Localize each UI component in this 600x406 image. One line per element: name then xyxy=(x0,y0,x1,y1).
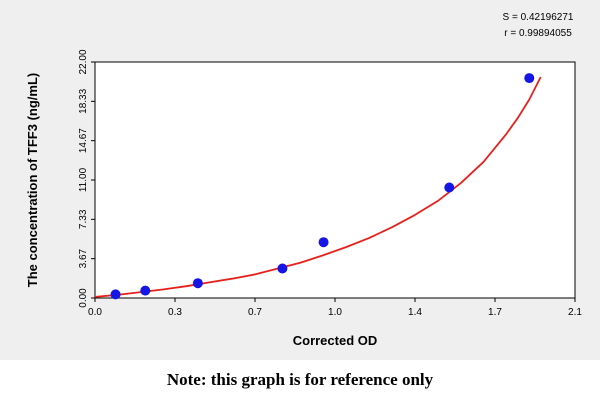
y-tick-label: 11.00 xyxy=(78,167,89,192)
x-tick-label: 0.7 xyxy=(248,307,262,318)
y-tick-label: 3.67 xyxy=(78,248,89,268)
s-value-label: S = 0.42196271 xyxy=(503,12,574,23)
y-axis-title: The concentration of TFF3 (ng/mL) xyxy=(25,73,40,288)
data-points-layer xyxy=(110,73,535,300)
y-tick-label: 7.33 xyxy=(78,209,89,229)
y-tick-label: 0.00 xyxy=(78,288,89,308)
data-point xyxy=(444,182,455,193)
y-axis-ticks: 0.00 3.67 7.33 11.00 14.67 18.33 22.00 xyxy=(78,49,95,308)
x-tick-label: 0.0 xyxy=(88,307,102,318)
data-point xyxy=(524,73,535,84)
x-tick-label: 2.1 xyxy=(568,307,582,318)
plot-area xyxy=(94,61,576,299)
x-tick-label: 1.0 xyxy=(328,307,342,318)
y-tick-label: 22.00 xyxy=(78,49,89,74)
data-point xyxy=(110,289,121,300)
x-axis-title: Corrected OD xyxy=(293,333,378,348)
fit-curve xyxy=(95,76,542,298)
r-value-label: r = 0.99894055 xyxy=(504,28,572,39)
x-axis-ticks: 0.0 0.3 0.7 1.0 1.4 1.7 2.1 xyxy=(88,298,582,318)
reference-note: Note: this graph is for reference only xyxy=(166,370,434,389)
data-point xyxy=(277,263,288,274)
y-tick-label: 14.67 xyxy=(78,128,89,153)
x-tick-label: 1.4 xyxy=(408,307,422,318)
y-tick-label: 18.33 xyxy=(78,88,89,113)
x-tick-label: 1.7 xyxy=(488,307,502,318)
x-tick-label: 0.3 xyxy=(168,307,182,318)
fit-curve-layer xyxy=(95,76,542,298)
data-point xyxy=(192,278,203,289)
data-point xyxy=(140,285,151,296)
data-point xyxy=(318,237,329,248)
